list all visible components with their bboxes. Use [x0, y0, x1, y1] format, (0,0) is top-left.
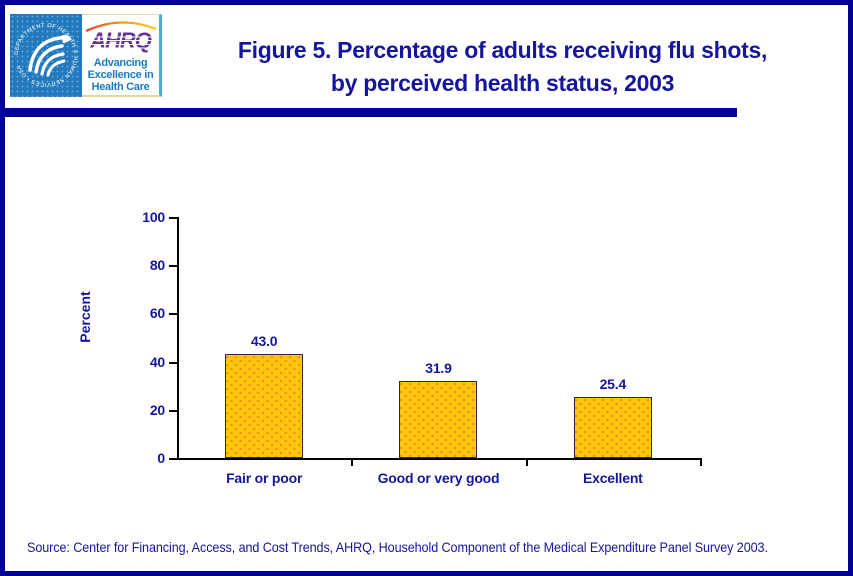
bar-value-label: 43.0 [250, 333, 278, 350]
source-text: Source: Center for Financing, Access, an… [27, 539, 768, 555]
bar [225, 354, 304, 458]
x-category-label: Fair or poor [226, 470, 303, 486]
y-tick-label: 100 [142, 209, 165, 225]
bar-value-label: 31.9 [425, 360, 452, 377]
x-tick-mark [525, 458, 528, 466]
figure-title: Figure 5. Percentage of adults receiving… [170, 34, 835, 100]
y-tick-label: 60 [149, 305, 165, 322]
ahrq-tagline-line3: Health Care [91, 81, 150, 93]
x-tick-mark [699, 458, 702, 466]
x-tick-mark [351, 458, 354, 466]
ahrq-logo: AHRQ Advancing Excellence in Health Care [82, 14, 162, 97]
ahrq-wordmark: AHRQ [82, 28, 159, 54]
figure-title-line2: by perceived health status, 2003 [330, 70, 675, 96]
y-tick-label: 20 [149, 401, 165, 418]
x-category-label: Good or very good [377, 470, 500, 486]
hhs-eagle-icon: DEPARTMENT OF HEALTH & HUMAN SERVICES • … [14, 23, 78, 87]
y-tick-mark [169, 361, 177, 364]
ahrq-tagline-line1: Advancing [93, 57, 148, 69]
figure-title-line1: Figure 5. Percentage of adults receiving… [237, 37, 768, 63]
agency-logo: DEPARTMENT OF HEALTH & HUMAN SERVICES • … [10, 14, 162, 97]
y-axis-line [177, 217, 179, 460]
ahrq-tagline: Advancing Excellence in Health Care [82, 57, 159, 93]
y-tick-label: 40 [149, 353, 165, 370]
y-tick-label: 0 [157, 450, 165, 466]
x-axis-line [177, 458, 702, 460]
bar [573, 396, 652, 458]
bar [399, 381, 478, 458]
divider-bar [5, 108, 737, 117]
y-tick-mark [169, 409, 177, 412]
ahrq-arc-icon [85, 21, 157, 33]
x-category-label: Excellent [582, 470, 643, 486]
y-tick-mark [169, 265, 177, 268]
y-tick-mark [169, 217, 177, 219]
y-tick-mark [169, 458, 177, 460]
y-axis-title: Percent [77, 291, 93, 343]
y-tick-label: 80 [149, 257, 165, 274]
ahrq-tagline-line2: Excellence in [87, 69, 154, 81]
hhs-logo: DEPARTMENT OF HEALTH & HUMAN SERVICES • … [10, 14, 82, 97]
y-tick-mark [169, 313, 177, 316]
bar-value-label: 25.4 [599, 375, 627, 392]
bar-chart: Percent 0 20 40 60 80 100 43.0 Fair or poor 31.9… [5, 5, 848, 571]
